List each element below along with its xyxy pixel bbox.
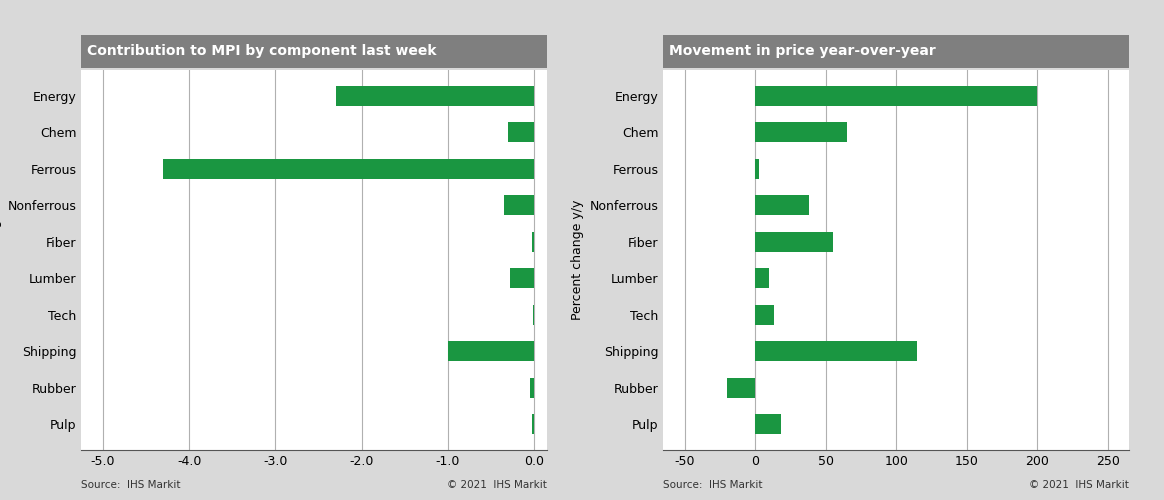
Bar [755,122,847,142]
Bar [532,414,534,434]
Bar [163,158,534,178]
Bar [728,378,755,398]
Text: Source:  IHS Markit: Source: IHS Markit [81,480,180,490]
Text: Contribution to MPI by component last week: Contribution to MPI by component last we… [87,44,436,58]
Bar [530,378,534,398]
Bar [755,232,832,252]
Bar [755,305,774,325]
Bar [755,195,809,215]
Bar [755,414,781,434]
Bar [509,122,534,142]
Bar [510,268,534,288]
Y-axis label: Percent change: Percent change [0,212,2,308]
Bar [755,342,917,361]
Text: Source:  IHS Markit: Source: IHS Markit [663,480,762,490]
Bar [336,86,534,105]
Bar [504,195,534,215]
Bar [448,342,534,361]
Y-axis label: Percent change y/y: Percent change y/y [572,200,584,320]
Bar [755,268,769,288]
Bar [755,158,759,178]
Bar [532,232,534,252]
Text: © 2021  IHS Markit: © 2021 IHS Markit [1029,480,1129,490]
Text: © 2021  IHS Markit: © 2021 IHS Markit [447,480,547,490]
Bar [755,86,1037,105]
Text: Movement in price year-over-year: Movement in price year-over-year [669,44,936,58]
